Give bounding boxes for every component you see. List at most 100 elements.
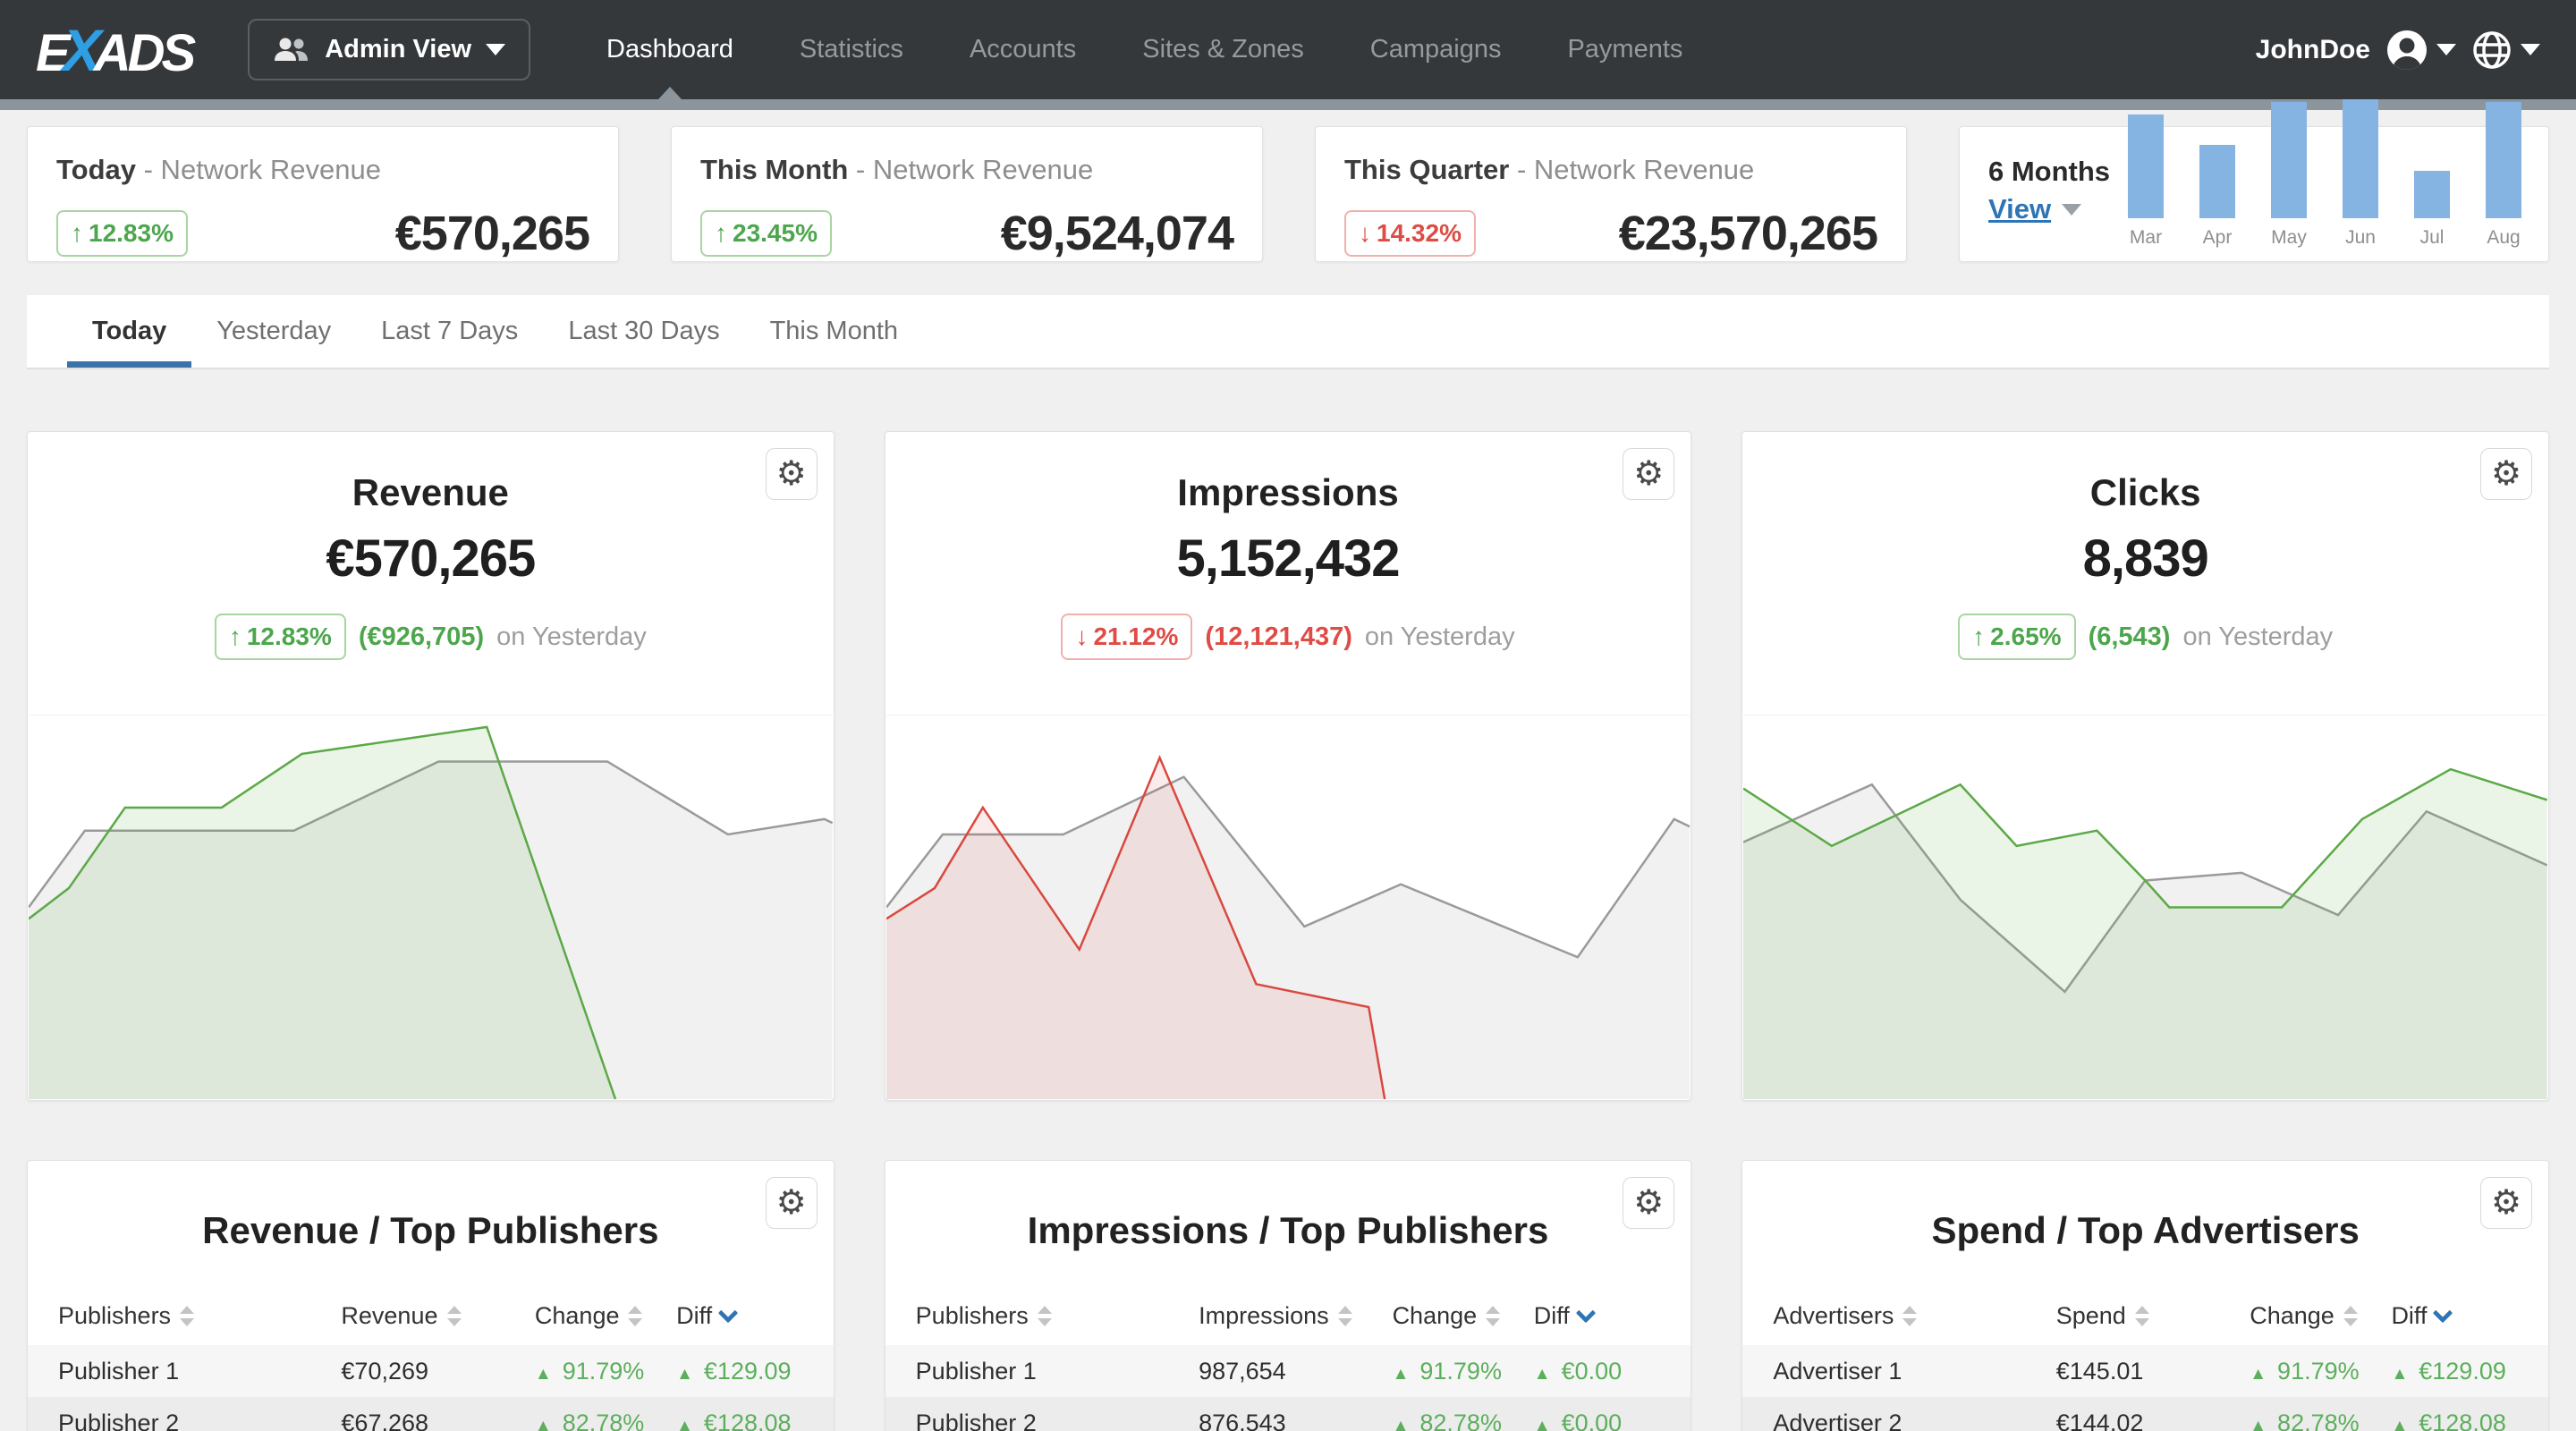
metric-label: - Network Revenue xyxy=(1516,154,1755,185)
table-row: Advertiser 2 €144.02 82.78% €128.08 xyxy=(1742,1397,2549,1431)
six-months-bar-chart: Mar Apr May Jun Jul Aug xyxy=(2128,80,2521,249)
sort-icon xyxy=(446,1305,462,1326)
metric-label: - Network Revenue xyxy=(855,154,1094,185)
tab-today[interactable]: Today xyxy=(67,295,192,368)
period-label: This Quarter xyxy=(1344,154,1510,185)
column-header-advertisers[interactable]: Advertisers xyxy=(1773,1302,2055,1330)
card-title: Revenue xyxy=(352,471,509,513)
table-header: Publishers Revenue Change Diff xyxy=(28,1286,834,1345)
header-accent-strip xyxy=(0,99,2576,110)
bar-mar: Mar xyxy=(2128,114,2164,249)
gear-icon: ⚙ xyxy=(2490,1184,2522,1222)
logo-text: E xyxy=(36,23,71,82)
table-row: Publisher 1 987,654 91.79% €0.00 xyxy=(885,1345,1691,1397)
chevron-down-icon xyxy=(2521,44,2540,55)
nav-item-accounts[interactable]: Accounts xyxy=(969,35,1077,64)
spend-top-advertisers-card: ⚙ Spend / Top Advertisers Advertisers Sp… xyxy=(1741,1160,2550,1431)
tab-last-7-days[interactable]: Last 7 Days xyxy=(381,317,519,345)
publisher-name: Publisher 1 xyxy=(58,1357,180,1384)
nav-item-statistics[interactable]: Statistics xyxy=(799,35,903,64)
table-header: Advertisers Spend Change Diff xyxy=(1742,1286,2548,1345)
column-header-diff[interactable]: Diff xyxy=(2391,1302,2518,1330)
diff-cell: €129.09 xyxy=(2391,1358,2518,1385)
tab-this-month[interactable]: This Month xyxy=(769,317,899,345)
user-menu[interactable] xyxy=(2386,30,2456,71)
globe-icon xyxy=(2473,30,2511,69)
column-header-change[interactable]: Change xyxy=(535,1302,676,1330)
compare-label: on Yesterday xyxy=(2182,622,2334,651)
column-header-change[interactable]: Change xyxy=(1393,1302,1534,1330)
change-cell: 82.78% xyxy=(535,1410,676,1431)
summary-card-this-month: This Month - Network Revenue 23.45% €9,5… xyxy=(671,126,1263,262)
change-cell: 82.78% xyxy=(1393,1410,1534,1431)
clicks-chart-card: ⚙ Clicks 8,839 2.65% (6,543) on Yesterda… xyxy=(1741,431,2550,1101)
bar-jul: Jul xyxy=(2414,171,2450,249)
user-name: JohnDoe xyxy=(2255,34,2370,64)
table-cards-row: ⚙ Revenue / Top Publishers Publishers Re… xyxy=(27,1160,2550,1431)
card-title: Impressions xyxy=(1177,471,1399,513)
sort-desc-icon xyxy=(1575,1302,1597,1324)
column-header-change[interactable]: Change xyxy=(2250,1302,2391,1330)
impressions-top-publishers-card: ⚙ Impressions / Top Publishers Publisher… xyxy=(884,1160,1692,1431)
change-badge: 23.45% xyxy=(700,210,832,257)
column-header-publishers[interactable]: Publishers xyxy=(58,1302,341,1330)
period-tabs: Today Yesterday Last 7 Days Last 30 Days… xyxy=(27,295,2549,369)
avatar-icon xyxy=(2387,30,2427,70)
exads-logo: EXADS xyxy=(36,16,196,84)
table-row: Publisher 1 €70,269 91.79% €129.09 xyxy=(28,1345,834,1397)
bar-jun: Jun xyxy=(2343,80,2378,249)
settings-button[interactable]: ⚙ xyxy=(2480,1177,2533,1229)
revenue-value: €23,570,265 xyxy=(1618,207,1878,260)
revenue-chart-card: ⚙ Revenue €570,265 12.83% (€926,705) on … xyxy=(27,431,835,1101)
revenue-top-publishers-card: ⚙ Revenue / Top Publishers Publishers Re… xyxy=(27,1160,835,1431)
sort-desc-icon xyxy=(2433,1302,2453,1324)
nav-item-dashboard[interactable]: Dashboard xyxy=(573,0,767,99)
card-value: 5,152,432 xyxy=(1176,529,1400,588)
card-value: 8,839 xyxy=(2082,529,2209,588)
publisher-name: Publisher 2 xyxy=(915,1409,1037,1431)
table-title: Impressions / Top Publishers xyxy=(1027,1209,1549,1251)
column-header-diff[interactable]: Diff xyxy=(676,1302,803,1330)
tab-yesterday[interactable]: Yesterday xyxy=(216,317,332,345)
column-header-publishers[interactable]: Publishers xyxy=(916,1302,1199,1330)
nav-item-campaigns[interactable]: Campaigns xyxy=(1369,35,1502,64)
language-menu[interactable] xyxy=(2472,30,2540,70)
period-label: Today xyxy=(56,154,136,185)
settings-button[interactable]: ⚙ xyxy=(1623,1177,1675,1229)
gear-icon: ⚙ xyxy=(775,1184,807,1222)
advertiser-name: Advertiser 2 xyxy=(1773,1409,1902,1431)
chevron-down-icon xyxy=(2436,44,2456,55)
settings-button[interactable]: ⚙ xyxy=(765,1177,818,1229)
change-cell: 91.79% xyxy=(535,1358,676,1385)
column-header-impressions[interactable]: Impressions xyxy=(1199,1302,1392,1330)
advertiser-name: Advertiser 1 xyxy=(1773,1357,1902,1384)
nav-item-payments[interactable]: Payments xyxy=(1567,35,1683,64)
table-row: Publisher 2 876,543 82.78% €0.00 xyxy=(885,1397,1691,1431)
chevron-down-icon xyxy=(2062,203,2082,216)
impressions-cell: 876,543 xyxy=(1199,1409,1286,1431)
admin-view-dropdown[interactable]: Admin View xyxy=(248,19,531,80)
gear-icon: ⚙ xyxy=(775,455,807,493)
column-header-spend[interactable]: Spend xyxy=(2056,1302,2250,1330)
spend-cell: €144.02 xyxy=(2055,1409,2144,1431)
tab-last-30-days[interactable]: Last 30 Days xyxy=(568,317,720,345)
nav-item-sites-zones[interactable]: Sites & Zones xyxy=(1142,35,1304,64)
settings-button[interactable]: ⚙ xyxy=(2480,448,2533,500)
column-header-revenue[interactable]: Revenue xyxy=(341,1302,534,1330)
impressions-chart-card: ⚙ Impressions 5,152,432 21.12% (12,121,4… xyxy=(884,431,1692,1101)
sort-icon xyxy=(1902,1305,1918,1326)
admin-view-label: Admin View xyxy=(325,35,472,64)
settings-button[interactable]: ⚙ xyxy=(765,448,818,500)
sort-icon xyxy=(1037,1305,1052,1326)
table-row: Publisher 2 €67,268 82.78% €128.08 xyxy=(28,1397,834,1431)
six-months-title: 6 Months xyxy=(1988,156,2111,187)
impressions-cell: 987,654 xyxy=(1199,1357,1286,1384)
logo-text: ADS xyxy=(93,23,196,82)
change-badge: 21.12% xyxy=(1061,614,1193,660)
settings-button[interactable]: ⚙ xyxy=(1623,448,1675,500)
view-link[interactable]: View xyxy=(1988,193,2052,224)
six-months-card: 6 Months View Mar Apr May Jun Jul Aug xyxy=(1959,80,2549,262)
users-icon xyxy=(275,38,309,61)
card-title: Clicks xyxy=(2089,471,2201,513)
column-header-diff[interactable]: Diff xyxy=(1534,1302,1661,1330)
